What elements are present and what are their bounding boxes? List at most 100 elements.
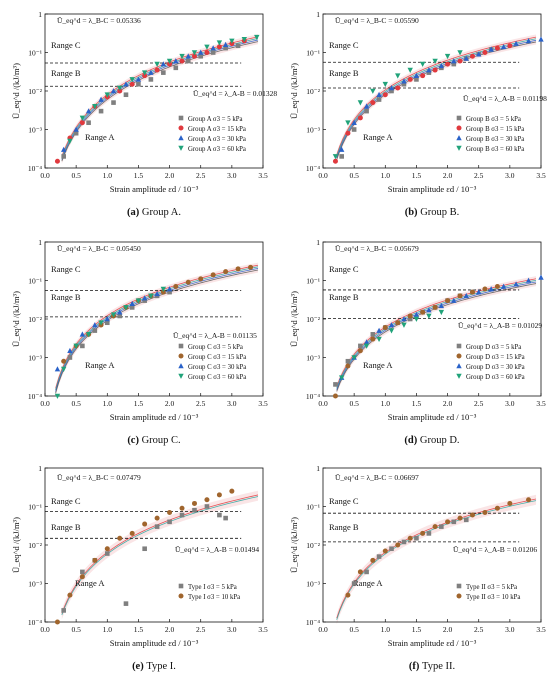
- x-tick-label: 0.0: [318, 625, 328, 634]
- x-tick-label: 0.5: [349, 399, 359, 408]
- x-tick-label: 0.5: [71, 625, 81, 634]
- data-point: [80, 343, 85, 349]
- fit-curve: [336, 279, 537, 389]
- legend-marker: [456, 125, 462, 131]
- fit-curve: [336, 500, 537, 620]
- region-label: Range B: [51, 292, 81, 302]
- y-tick-label: 10⁻⁴: [28, 164, 42, 173]
- annotation-bc: Ū_eq^d = λ_B-C = 0.06697: [335, 473, 419, 482]
- data-point: [457, 50, 463, 56]
- data-point: [73, 126, 79, 132]
- data-point: [54, 158, 60, 164]
- data-point: [123, 305, 129, 311]
- data-point: [439, 524, 444, 529]
- chart-panel-b: 0.0 0.5 1.0 1.5 2.0 2.5 3.0 3.5 10⁻⁴ 10⁻³ 10⁻² 10⁻¹…: [289, 10, 547, 218]
- panel-caption: (a) Group A.: [127, 207, 181, 218]
- panel-caption-text: Type II.: [422, 661, 455, 672]
- data-point: [426, 313, 432, 319]
- legend-marker: [456, 363, 462, 369]
- y-tick-label: 10⁻²: [306, 87, 320, 96]
- data-point: [167, 519, 172, 525]
- data-point: [332, 158, 338, 164]
- data-point: [426, 70, 432, 75]
- x-axis-label: Strain amplitude εd / 10⁻³: [388, 184, 477, 194]
- annotation-ab: Ū_eq^d = λ_A-B = 0.01328: [193, 89, 277, 98]
- panel-caption-letter: (c): [127, 435, 141, 446]
- data-point: [525, 277, 532, 283]
- data-point: [67, 355, 73, 360]
- data-point: [136, 81, 141, 87]
- data-point: [179, 53, 185, 60]
- legend-marker: [456, 353, 462, 359]
- legend-marker: [178, 145, 184, 151]
- data-point: [538, 36, 544, 42]
- data-point: [494, 505, 500, 511]
- data-point: [117, 309, 123, 315]
- fit-curve: [336, 36, 537, 155]
- legend-label: Group B σ3 = 15 kPa: [466, 126, 524, 133]
- data-point: [235, 43, 241, 49]
- x-tick-label: 2.5: [196, 171, 206, 180]
- data-point: [198, 53, 204, 59]
- data-point: [401, 322, 407, 328]
- data-point: [161, 70, 166, 75]
- legend-label: Group D σ3 = 5 kPa: [466, 344, 521, 351]
- legend-marker: [178, 343, 184, 349]
- y-axis-label: Ū_eq^d /(kJ/m³): [289, 517, 299, 573]
- y-axis-label: Ū_eq^d /(kJ/m³): [11, 517, 21, 573]
- x-tick-label: 0.5: [71, 171, 81, 180]
- data-point: [167, 289, 172, 295]
- data-point: [85, 108, 92, 114]
- annotation-ab: Ū_eq^d = λ_A-B = 0.01198: [463, 94, 547, 103]
- x-tick-label: 0.0: [40, 625, 50, 634]
- data-point: [413, 311, 420, 317]
- data-point: [463, 55, 469, 61]
- data-point: [538, 274, 544, 280]
- y-tick-label: 10⁻⁴: [306, 392, 320, 401]
- data-point: [469, 289, 475, 295]
- data-point: [210, 45, 216, 51]
- x-tick-label: 1.5: [134, 171, 144, 180]
- data-point: [382, 92, 388, 98]
- x-tick-label: 3.5: [258, 625, 268, 634]
- x-tick-label: 0.0: [318, 399, 328, 408]
- data-point: [192, 507, 197, 513]
- data-point: [426, 67, 432, 73]
- data-point: [92, 104, 98, 110]
- data-point: [54, 393, 61, 399]
- data-point: [223, 269, 229, 275]
- chart-panel-c: 0.0 0.5 1.0 1.5 2.0 2.5 3.0 3.5 10⁻⁴ 10⁻³ 10⁻² 10⁻¹…: [11, 238, 268, 446]
- data-point: [500, 43, 507, 50]
- y-axis-label: Ū_eq^d /(kJ/m³): [289, 63, 299, 119]
- data-point: [401, 78, 407, 84]
- data-point: [160, 61, 167, 67]
- data-point: [407, 313, 413, 319]
- x-tick-label: 0.0: [40, 399, 50, 408]
- data-point: [135, 298, 142, 304]
- data-point: [110, 88, 117, 94]
- data-point: [191, 500, 197, 506]
- data-point: [357, 569, 363, 575]
- panel-caption: (d) Group D.: [404, 435, 459, 446]
- data-point: [451, 297, 457, 303]
- legend-marker: [178, 363, 184, 369]
- region-label: Range B: [51, 68, 81, 78]
- data-point: [382, 81, 388, 88]
- x-tick-label: 2.0: [165, 171, 175, 180]
- legend-marker: [178, 135, 184, 141]
- data-point: [395, 542, 401, 548]
- data-point: [376, 97, 382, 102]
- data-point: [173, 65, 179, 71]
- data-point: [117, 88, 123, 94]
- data-point: [141, 295, 148, 301]
- data-point: [166, 286, 173, 292]
- data-point: [351, 355, 357, 361]
- data-point: [148, 77, 154, 82]
- data-point: [173, 283, 179, 289]
- data-point: [463, 517, 469, 523]
- data-point: [432, 58, 438, 64]
- data-point: [526, 497, 532, 503]
- y-tick-label: 1: [316, 10, 320, 19]
- data-point: [463, 292, 469, 299]
- data-point: [204, 50, 210, 55]
